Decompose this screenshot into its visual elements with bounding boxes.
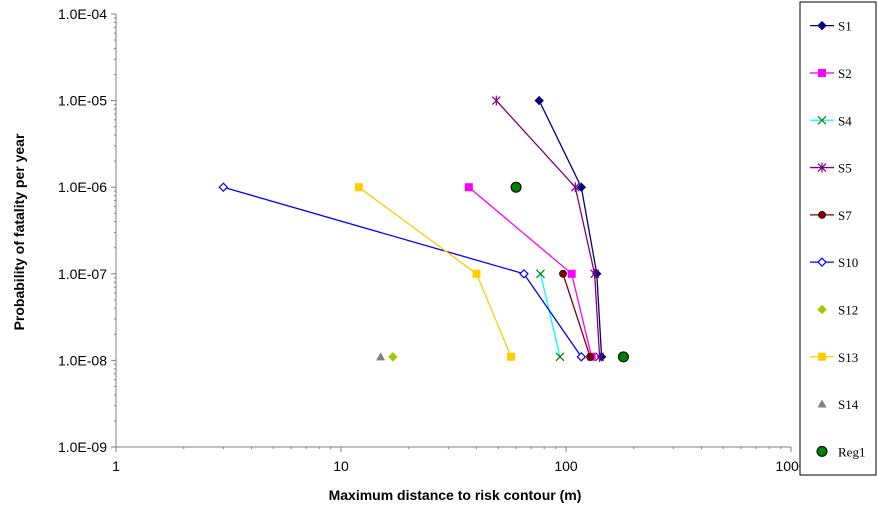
legend-label-s10: S10 <box>838 255 858 270</box>
x-tick-label: 100 <box>554 458 578 474</box>
data-point-s5 <box>491 95 501 106</box>
legend-label-s12: S12 <box>838 302 858 317</box>
legend-marker-s1 <box>817 20 827 31</box>
data-point-s12 <box>388 352 398 362</box>
legend-item-s12: S12 <box>817 302 858 317</box>
legend-label-s5: S5 <box>838 161 852 176</box>
legend-marker-s7 <box>818 210 826 219</box>
data-point-reg1 <box>510 181 522 193</box>
legend-label-s13: S13 <box>838 350 858 365</box>
y-tick-label: 1.0E-08 <box>58 352 107 368</box>
legend-marker-s10 <box>817 257 827 267</box>
x-tick-labels: 1 10 100 1000 <box>112 458 807 474</box>
y-tick-label: 1.0E-07 <box>58 266 107 282</box>
legend-item-s2: S2 <box>810 66 852 81</box>
series-line-s5 <box>495 100 601 357</box>
legend-item-s1: S1 <box>810 19 852 34</box>
y-axis-title: Probability of fatality per year <box>11 133 27 330</box>
data-point-s13 <box>472 269 481 278</box>
legend-marker-reg1 <box>816 445 828 457</box>
data-point-s13 <box>354 183 363 192</box>
y-tick-label: 1.0E-09 <box>58 439 107 455</box>
data-point-s10 <box>519 268 529 279</box>
legend-label-s14: S14 <box>838 397 859 412</box>
series-line-s4 <box>539 273 561 357</box>
series-line-s7 <box>562 273 591 358</box>
x-axis-title: Maximum distance to risk contour (m) <box>329 487 582 503</box>
data-point-s4 <box>555 352 565 362</box>
data-point-s1 <box>534 95 544 106</box>
x-tick-label: 10 <box>333 458 349 474</box>
data-point-s10 <box>218 182 229 193</box>
data-point-s2 <box>464 183 473 192</box>
data-point-s13 <box>507 352 516 361</box>
data-point-s7 <box>559 269 567 278</box>
data-point-s2 <box>567 269 576 278</box>
data-point-s5 <box>595 351 604 362</box>
legend-label-reg1: Reg1 <box>838 444 865 459</box>
data-point-s14 <box>376 352 386 361</box>
legend-label-s7: S7 <box>838 208 852 223</box>
legend-marker-s13 <box>818 352 826 361</box>
legend-marker-s12 <box>817 304 827 315</box>
data-point-s7 <box>586 352 595 361</box>
legend-marker-s5 <box>817 162 827 173</box>
data-point-s10 <box>576 351 587 362</box>
legend: S1 S2 S4 S5 S7 S10 S12 S13 S14 Reg1 <box>799 1 877 476</box>
data-point-s1 <box>576 182 587 192</box>
legend-item-s5: S5 <box>810 161 852 176</box>
legend-item-s10: S10 <box>810 255 858 270</box>
series-line-s1 <box>538 100 603 357</box>
legend-item-s4: S4 <box>810 113 852 128</box>
legend-marker-s2 <box>818 68 826 77</box>
y-tick-labels: 1.0E-09 1.0E-08 1.0E-07 1.0E-06 1.0E-05 1.0E-… <box>58 6 107 455</box>
legend-marker-s14 <box>817 399 827 408</box>
legend-box <box>799 1 877 476</box>
data-point-s4 <box>536 269 545 279</box>
data-point-s5 <box>590 268 600 279</box>
axes <box>111 13 792 452</box>
series-markers <box>218 95 629 363</box>
legend-label-s4: S4 <box>838 113 852 128</box>
legend-label-s1: S1 <box>838 19 852 34</box>
x-tick-label: 1 <box>112 458 120 474</box>
x-tick-label: 1000 <box>775 458 806 474</box>
y-tick-label: 1.0E-04 <box>58 6 107 22</box>
y-tick-label: 1.0E-06 <box>58 179 107 195</box>
legend-item-s7: S7 <box>810 208 852 223</box>
data-point-reg1 <box>617 351 629 363</box>
y-tick-label: 1.0E-05 <box>58 93 107 109</box>
legend-marker-s4 <box>817 115 827 125</box>
legend-item-s14: S14 <box>817 397 859 412</box>
legend-item-s13: S13 <box>810 350 858 365</box>
legend-label-s2: S2 <box>838 66 852 81</box>
data-point-s5 <box>570 182 580 193</box>
legend-item-reg1: Reg1 <box>816 444 865 459</box>
